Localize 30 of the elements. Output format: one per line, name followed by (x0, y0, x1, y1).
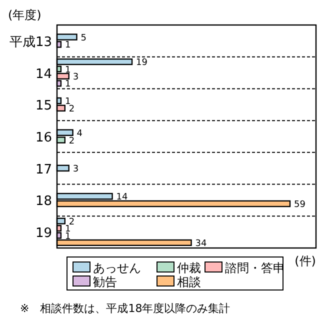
text: ※ 相談件数は、平成18年度以降のみ集計 (20, 302, 230, 315)
data-label: 1 (64, 65, 71, 76)
data-label: 1 (64, 232, 71, 242)
y-tick-label: 19 (35, 226, 52, 242)
x-axis-title: (件) (294, 254, 316, 268)
data-label: 4 (76, 128, 83, 139)
data-label: 3 (72, 164, 79, 174)
data-label: 3 (72, 72, 79, 82)
y-tick-label: 16 (35, 130, 52, 146)
data-label: 34 (195, 238, 207, 249)
data-label: 1 (64, 40, 71, 51)
data-label: 59 (294, 200, 306, 210)
y-tick-label: 平成13 (9, 34, 52, 50)
data-label: 1 (64, 97, 71, 108)
legend-label: 相談 (177, 275, 201, 289)
y-tick-label: 17 (35, 162, 52, 178)
y-tick-label: 14 (35, 66, 52, 82)
data-label: 1 (64, 80, 71, 90)
data-label: 19 (136, 58, 148, 68)
data-label: 2 (68, 104, 75, 114)
y-tick-label: 15 (35, 98, 52, 114)
legend-label: 勧告 (93, 275, 117, 289)
data-label: 14 (116, 192, 128, 203)
legend-label: あっせん (93, 261, 141, 275)
data-label: 5 (80, 33, 86, 44)
y-axis-title: (年度) (8, 8, 42, 22)
legend-label: 仲裁 (177, 261, 201, 275)
data-label: 2 (68, 217, 75, 228)
y-tick-label: 18 (35, 194, 52, 210)
data-label: 2 (68, 136, 75, 146)
